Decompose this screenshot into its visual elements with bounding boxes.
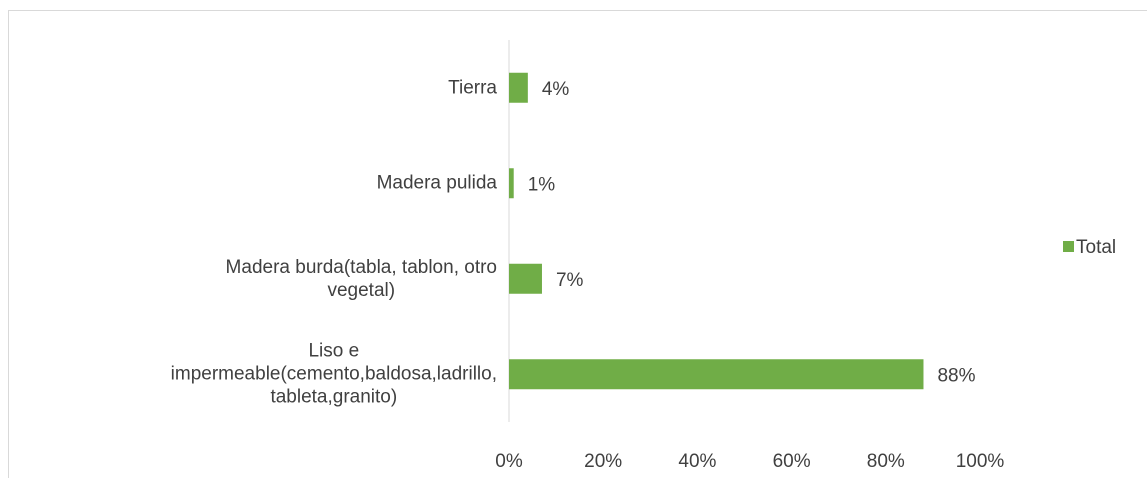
bar (509, 263, 542, 294)
data-label: 88% (937, 365, 975, 386)
legend-swatch (1063, 241, 1074, 252)
x-tick-label: 100% (956, 451, 1005, 472)
bar (509, 168, 514, 199)
y-tick-label: Madera pulida (376, 172, 497, 194)
data-label: 4% (542, 79, 570, 100)
x-tick-label: 80% (867, 451, 905, 472)
x-tick-label: 20% (584, 451, 622, 472)
data-label: 7% (556, 270, 584, 291)
y-tick-label: Tierra (448, 77, 497, 99)
x-tick-label: 60% (773, 451, 811, 472)
y-tick-label: Madera burda(tabla, tablon, otro vegetal… (225, 256, 497, 301)
bar (509, 359, 924, 390)
bar (509, 72, 528, 103)
data-label: 1% (528, 174, 556, 195)
x-tick-label: 40% (678, 451, 716, 472)
chart-border (8, 10, 1147, 478)
y-tick-label: Liso e impermeable(cemento,baldosa,ladri… (170, 340, 497, 408)
legend-label: Total (1076, 237, 1116, 258)
x-tick-label: 0% (495, 451, 523, 472)
